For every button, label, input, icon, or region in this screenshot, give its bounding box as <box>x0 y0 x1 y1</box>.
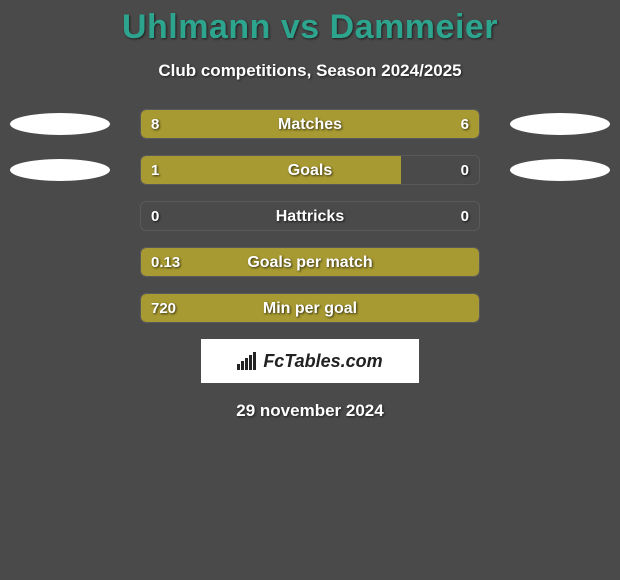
player-left-marker <box>10 113 110 135</box>
left-value: 0 <box>151 202 159 231</box>
date-text: 29 november 2024 <box>0 401 620 421</box>
bar-track: 0 0Hattricks <box>140 201 480 231</box>
subtitle: Club competitions, Season 2024/2025 <box>0 61 620 81</box>
player-right-marker <box>510 159 610 181</box>
right-value: 0 <box>461 202 469 231</box>
stat-row: 10Goals <box>0 155 620 185</box>
stat-row: 720Min per goal <box>0 293 620 323</box>
player-left-marker <box>10 159 110 181</box>
logo-text: FcTables.com <box>263 351 382 372</box>
stat-row: 86Matches <box>0 109 620 139</box>
right-value: 0 <box>461 156 469 185</box>
bar-fill-left <box>141 156 401 184</box>
bar-chart-icon <box>237 352 259 370</box>
bar-track: 0.13Goals per match <box>140 247 480 277</box>
bar-track: 10Goals <box>140 155 480 185</box>
bar-track: 720Min per goal <box>140 293 480 323</box>
site-logo: FcTables.com <box>237 351 382 372</box>
stat-label: Hattricks <box>141 202 479 231</box>
page-title: Uhlmann vs Dammeier <box>0 0 620 47</box>
player-right-marker <box>510 113 610 135</box>
logo-box: FcTables.com <box>201 339 419 383</box>
bar-fill-right <box>334 110 479 138</box>
comparison-chart: 86Matches10Goals00Hattricks0.13Goals per… <box>0 109 620 323</box>
bar-fill-left <box>141 248 479 276</box>
bar-fill-left <box>141 294 479 322</box>
bar-fill-left <box>141 110 334 138</box>
stat-row: 0 0Hattricks <box>0 201 620 231</box>
bar-track: 86Matches <box>140 109 480 139</box>
stat-row: 0.13Goals per match <box>0 247 620 277</box>
